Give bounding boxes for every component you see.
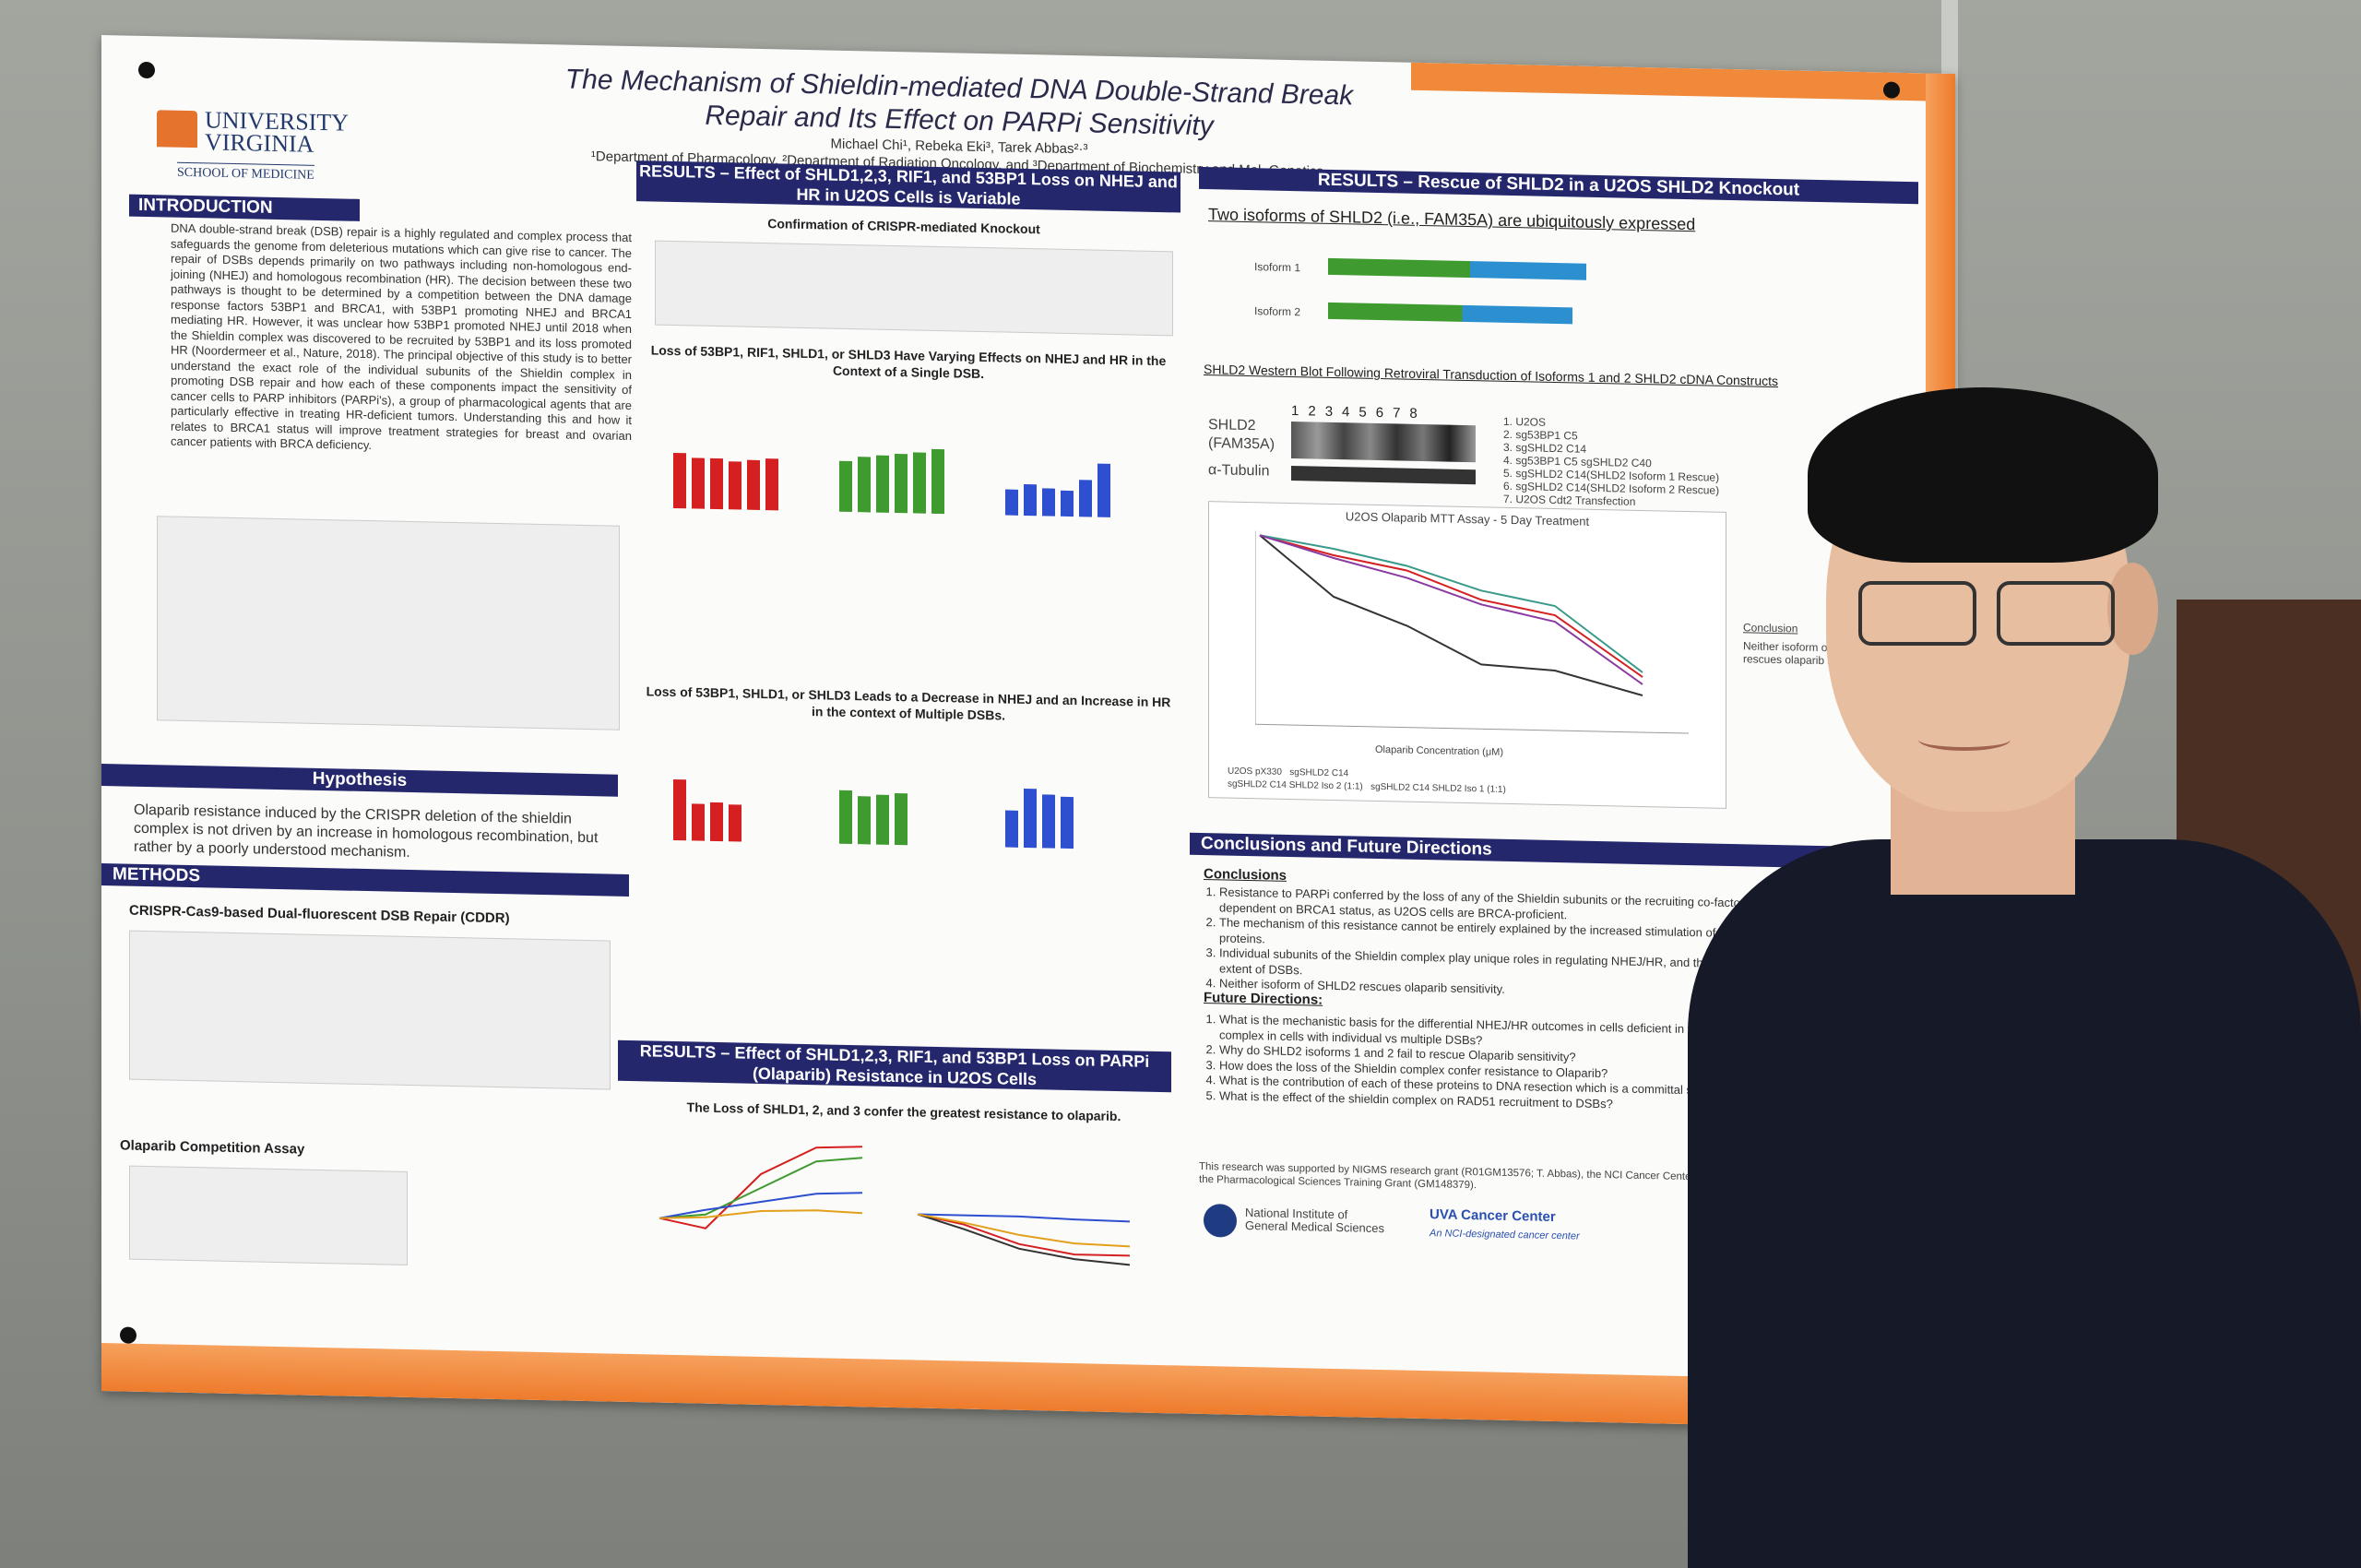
results1-knockout-subheading: Confirmation of CRISPR-mediated Knockout — [767, 216, 1040, 237]
blot-label-shld2: SHLD2 (FAM35A) — [1208, 417, 1275, 453]
mtt-line-plot — [1255, 530, 1689, 734]
conclusions-subheading: Conclusions — [1204, 866, 1287, 884]
ear — [2107, 563, 2158, 655]
nigms-logo-text: National Institute of General Medical Sc… — [1245, 1205, 1385, 1236]
mtt-x-label: Olaparib Concentration (μM) — [1375, 743, 1504, 758]
isoform2-label: Isoform 2 — [1254, 304, 1301, 319]
nigms-logo-icon — [1204, 1204, 1237, 1238]
methods-cddr-subheading: CRISPR-Cas9-based Dual-fluorescent DSB R… — [129, 902, 510, 927]
isoform1-label: Isoform 1 — [1254, 260, 1301, 275]
mtt-chart-title: U2OS Olaparib MTT Assay - 5 Day Treatmen… — [1345, 509, 1590, 529]
uva-cancer-center-logo: UVA Cancer Center — [1430, 1206, 1556, 1226]
multiple-dsb-bar-chart-red — [673, 766, 742, 842]
research-poster: UNIVERSITY VIRGINIA SCHOOL OF MEDICINE T… — [101, 35, 1955, 1431]
section-results2-header: RESULTS – Effect of SHLD1,2,3, RIF1, and… — [618, 1039, 1171, 1093]
olaparib-competition-line-charts — [658, 1146, 1131, 1266]
section-introduction-header: INTRODUCTION — [129, 194, 360, 221]
hair — [1808, 387, 2158, 563]
introduction-text: DNA double-strand break (DSB) repair is … — [171, 220, 632, 453]
section-results3-header: RESULTS – Rescue of SHLD2 in a U2OS SHLD… — [1199, 166, 1918, 205]
hypothesis-text: Olaparib resistance induced by the CRISP… — [134, 802, 599, 861]
future-directions-subheading: Future Directions: — [1204, 990, 1323, 1008]
tubulin-blot-image — [1291, 466, 1476, 485]
single-dsb-bar-chart-green — [839, 438, 944, 515]
mtt-legend: U2OS pX330 sgSHLD2 C14 sgSHLD2 C14 SHLD2… — [1228, 766, 1506, 795]
cddr-diagram — [129, 930, 611, 1090]
single-dsb-bar-chart-red — [673, 434, 778, 511]
isoform2-domain-bar — [1328, 302, 1572, 325]
competition-assay-diagram — [129, 1165, 408, 1265]
results3-western-subheading: SHLD2 Western Blot Following Retroviral … — [1204, 362, 1778, 389]
rotunda-icon — [157, 110, 197, 148]
blot-legend: 1. U2OS 2. sg53BP1 C5 3. sgSHLD2 C14 4. sg5… — [1503, 414, 1720, 519]
smile — [1918, 729, 2011, 751]
isoform1-domain-bar — [1328, 257, 1586, 280]
uva-cancer-center-sub: An NCI-designated cancer center — [1430, 1228, 1580, 1242]
blot-label-tubulin: α-Tubulin — [1208, 462, 1270, 480]
section-hypothesis-header: Hypothesis — [101, 764, 618, 797]
logo-school: SCHOOL OF MEDICINE — [177, 161, 314, 184]
dsb-pathway-diagram — [157, 516, 620, 731]
presenter-person — [1688, 387, 2361, 1568]
push-pin — [1883, 81, 1900, 99]
results1-single-dsb-subheading: Loss of 53BP1, RIF1, SHLD1, or SHLD3 Hav… — [650, 342, 1167, 382]
knockout-western-blots — [655, 240, 1173, 337]
mtt-assay-chart: U2OS Olaparib MTT Assay - 5 Day Treatmen… — [1208, 501, 1726, 809]
multiple-dsb-bar-chart-green — [839, 770, 908, 846]
section-methods-header: METHODS — [101, 863, 629, 897]
multiple-dsb-bar-chart-blue — [1005, 774, 1074, 849]
eyeglasses — [1840, 581, 2117, 646]
methods-olaparib-subheading: Olaparib Competition Assay — [120, 1137, 305, 1158]
push-pin — [138, 61, 155, 79]
results1-multiple-dsb-subheading: Loss of 53BP1, SHLD1, or SHLD3 Leads to … — [646, 683, 1171, 723]
single-dsb-bar-chart-blue — [1005, 442, 1110, 517]
university-logo: UNIVERSITY VIRGINIA SCHOOL OF MEDICINE — [157, 106, 349, 196]
push-pin — [120, 1326, 136, 1344]
shld2-blot-image — [1291, 422, 1476, 463]
dark-jacket — [1688, 839, 2361, 1568]
results3-isoforms-subheading: Two isoforms of SHLD2 (i.e., FAM35A) are… — [1208, 205, 1696, 234]
